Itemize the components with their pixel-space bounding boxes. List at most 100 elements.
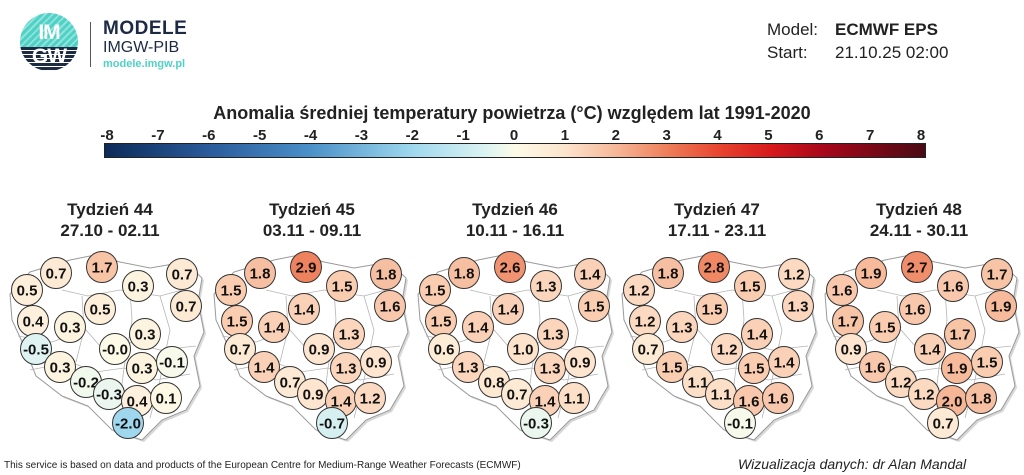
station-value: 0.3 [50,360,71,377]
station-value: 1.1 [688,375,709,392]
station-value: 0.8 [484,375,505,392]
station-marker [530,270,562,302]
model-value: ECMWF EPS [835,20,938,39]
imgw-logo: IM GW MODELE IMGW-PIB modele.imgw.pl [0,0,240,80]
station-marker [696,293,728,325]
station-value: 1.3 [458,360,479,377]
station-value: 1.6 [905,302,926,319]
station-marker [11,274,43,306]
station-marker [734,270,766,302]
station-value: 1.7 [950,327,971,344]
station-value: -0.1 [727,416,753,433]
station-value: -2.0 [115,416,141,433]
station-value: 0.7 [230,342,251,359]
station-value: 1.3 [672,320,693,337]
colorbar-tick-label: 8 [916,127,926,144]
station-marker [698,251,730,283]
station-value: 1.4 [535,394,557,411]
logo-emblem: IM GW [20,13,78,71]
station-marker [782,290,814,322]
station-marker [632,333,664,365]
brand-name: MODELE [103,18,188,39]
week-title: Tydzień 45 [269,200,355,219]
station-marker [316,407,348,439]
station-marker [288,293,320,325]
station-value: 1.5 [425,283,446,300]
brand-url[interactable]: modele.imgw.pl [103,58,186,70]
region-border [265,289,387,297]
week-dates: 24.11 - 30.11 [869,221,969,240]
station-value: 1.9 [991,299,1012,316]
station-marker [333,318,365,350]
station-marker [578,290,610,322]
station-value: 2.6 [500,260,521,277]
station-marker [507,333,539,365]
station-value: 1.3 [540,361,561,378]
week-dates: 03.11 - 09.11 [262,221,362,240]
station-value: 1.9 [861,266,882,283]
station-value: 0.9 [309,342,330,359]
colorbar-tick-label: 0 [509,127,519,144]
station-value: 0.3 [135,327,156,344]
poland-map: 1.9 2.7 1.7 1.6 1.6 1.6 1.9 1.7 1.5 1.7 0.9 1.4 1.6 1… [824,251,1021,442]
station-value: 1.6 [739,394,760,411]
station-marker [537,318,569,350]
station-value: 1.3 [336,361,357,378]
region-border [876,289,998,297]
colorbar-tick-label: -5 [252,127,267,144]
station-marker [666,311,698,343]
station-marker [84,293,116,325]
station-marker [971,346,1003,378]
station-value: 0.6 [434,342,455,359]
station-value: 0.7 [507,387,528,404]
station-value: -0.3 [523,416,549,433]
station-marker [859,351,891,383]
station-value: 0.7 [280,375,301,392]
station-value: 1.4 [747,327,769,344]
station-value: 1.2 [784,267,805,284]
station-marker [574,258,606,290]
week-dates: 27.10 - 02.11 [60,221,160,240]
station-value: 1.2 [635,314,656,331]
model-label: Model: [767,20,819,39]
data-source-note: This service is based on data and produc… [4,460,521,471]
logo-text-bottom: GW [31,45,67,68]
station-value: 1.4 [920,342,942,359]
colorbar-tick-label: -6 [202,127,216,144]
station-value: 1.4 [774,355,796,372]
station-value: 1.2 [914,387,935,404]
colorbar-tick-label: -3 [354,127,369,144]
station-marker [303,333,335,365]
station-value: 1.7 [838,314,859,331]
map-title: Anomalia średniej temperatury powietrza … [213,103,811,123]
station-value: 1.0 [513,342,534,359]
station-value: 2.0 [942,394,963,411]
station-value: 0.5 [17,283,38,300]
visualization-credit: Wizualizacja danych: dr Alan Mandal [738,456,967,472]
station-value: 2.7 [907,260,928,277]
brand-org: IMGW-PIB [103,39,180,56]
station-marker [122,270,154,302]
station-value: 2.9 [296,260,317,277]
station-value: 0.1 [156,391,177,408]
station-marker [428,333,460,365]
station-marker [44,351,76,383]
station-value: 0.7 [176,299,197,316]
station-marker [360,346,392,378]
station-marker [711,333,743,365]
station-marker [826,274,858,306]
station-marker [981,258,1013,290]
station-marker [835,333,867,365]
station-value: 1.4 [254,360,276,377]
station-value: 0.7 [172,267,193,284]
station-marker [901,251,933,283]
colorbar-tick-label: -8 [100,127,114,144]
week-title: Tydzień 44 [67,200,153,219]
station-value: 1.9 [947,361,968,378]
station-value: 1.1 [711,387,732,404]
station-marker [869,311,901,343]
station-marker [965,382,997,414]
station-value: 1.7 [92,260,113,277]
station-marker [20,333,52,365]
week-dates: 10.11 - 16.11 [465,221,565,240]
